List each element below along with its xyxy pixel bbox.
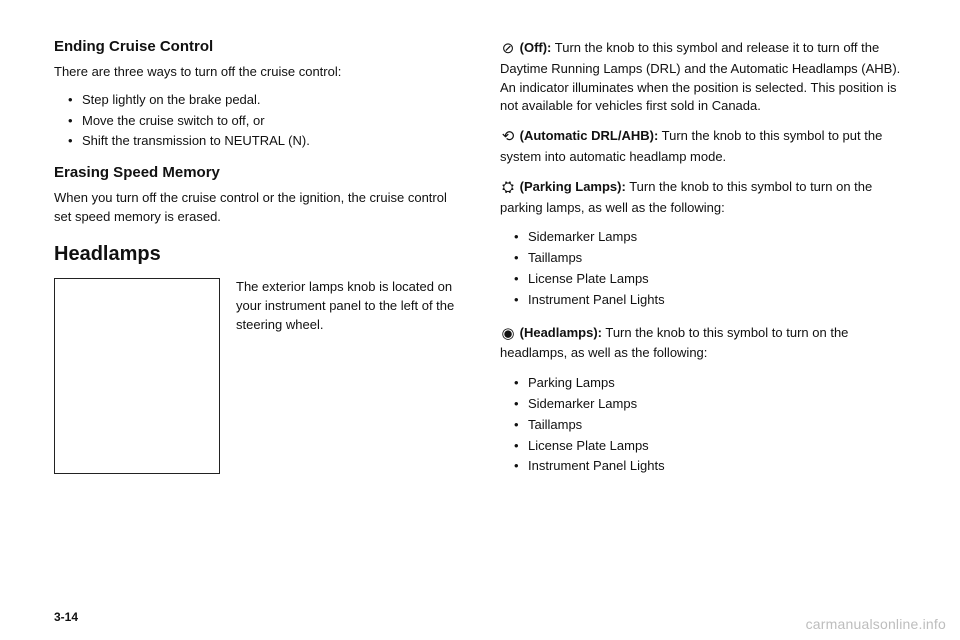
def-label: (Parking Lamps): <box>520 179 626 194</box>
def-auto: ⟲ (Automatic DRL/AHB): Turn the knob to … <box>500 126 906 167</box>
list-item: Sidemarker Lamps <box>500 394 906 415</box>
list-item: Shift the transmission to NEUTRAL (N). <box>54 131 460 152</box>
list-item: Taillamps <box>500 248 906 269</box>
parking-lamps-list: Sidemarker Lamps Taillamps License Plate… <box>500 227 906 310</box>
manual-page: Ending Cruise Control There are three wa… <box>0 0 960 640</box>
list-item: License Plate Lamps <box>500 269 906 290</box>
left-column: Ending Cruise Control There are three wa… <box>54 38 460 489</box>
cruise-off-list: Step lightly on the brake pedal. Move th… <box>54 90 460 152</box>
figure-row: The exterior lamps knob is located on yo… <box>54 278 460 474</box>
def-text: Turn the knob to this symbol and release… <box>500 40 900 113</box>
headlamps-list: Parking Lamps Sidemarker Lamps Taillamps… <box>500 373 906 477</box>
off-icon: ⊘ <box>500 38 516 60</box>
list-item: Instrument Panel Lights <box>500 290 906 311</box>
def-parking: ⛭ (Parking Lamps): Turn the knob to this… <box>500 177 906 218</box>
parking-icon: ⛭ <box>500 177 516 199</box>
def-label: (Off): <box>520 40 552 55</box>
two-column-layout: Ending Cruise Control There are three wa… <box>54 38 906 489</box>
headlamp-knob-figure <box>54 278 220 474</box>
def-label: (Automatic DRL/AHB): <box>520 128 659 143</box>
heading-erasing-memory: Erasing Speed Memory <box>54 164 460 181</box>
def-off: ⊘ (Off): Turn the knob to this symbol an… <box>500 38 906 116</box>
page-number: 3-14 <box>54 610 78 624</box>
list-item: Instrument Panel Lights <box>500 456 906 477</box>
intro-cruise-off: There are three ways to turn off the cru… <box>54 63 460 82</box>
list-item: Taillamps <box>500 415 906 436</box>
list-item: Sidemarker Lamps <box>500 227 906 248</box>
figure-caption: The exterior lamps knob is located on yo… <box>236 278 460 335</box>
def-label: (Headlamps): <box>520 325 602 340</box>
auto-icon: ⟲ <box>500 126 516 148</box>
list-item: Parking Lamps <box>500 373 906 394</box>
list-item: Step lightly on the brake pedal. <box>54 90 460 111</box>
right-column: ⊘ (Off): Turn the knob to this symbol an… <box>500 38 906 489</box>
heading-ending-cruise: Ending Cruise Control <box>54 38 460 55</box>
headlamps-icon: ◉ <box>500 323 516 345</box>
para-erasing-memory: When you turn off the cruise control or … <box>54 189 460 227</box>
heading-headlamps: Headlamps <box>54 243 460 266</box>
def-headlamps: ◉ (Headlamps): Turn the knob to this sym… <box>500 323 906 364</box>
watermark-text: carmanualsonline.info <box>806 616 946 632</box>
list-item: License Plate Lamps <box>500 436 906 457</box>
list-item: Move the cruise switch to off, or <box>54 111 460 132</box>
